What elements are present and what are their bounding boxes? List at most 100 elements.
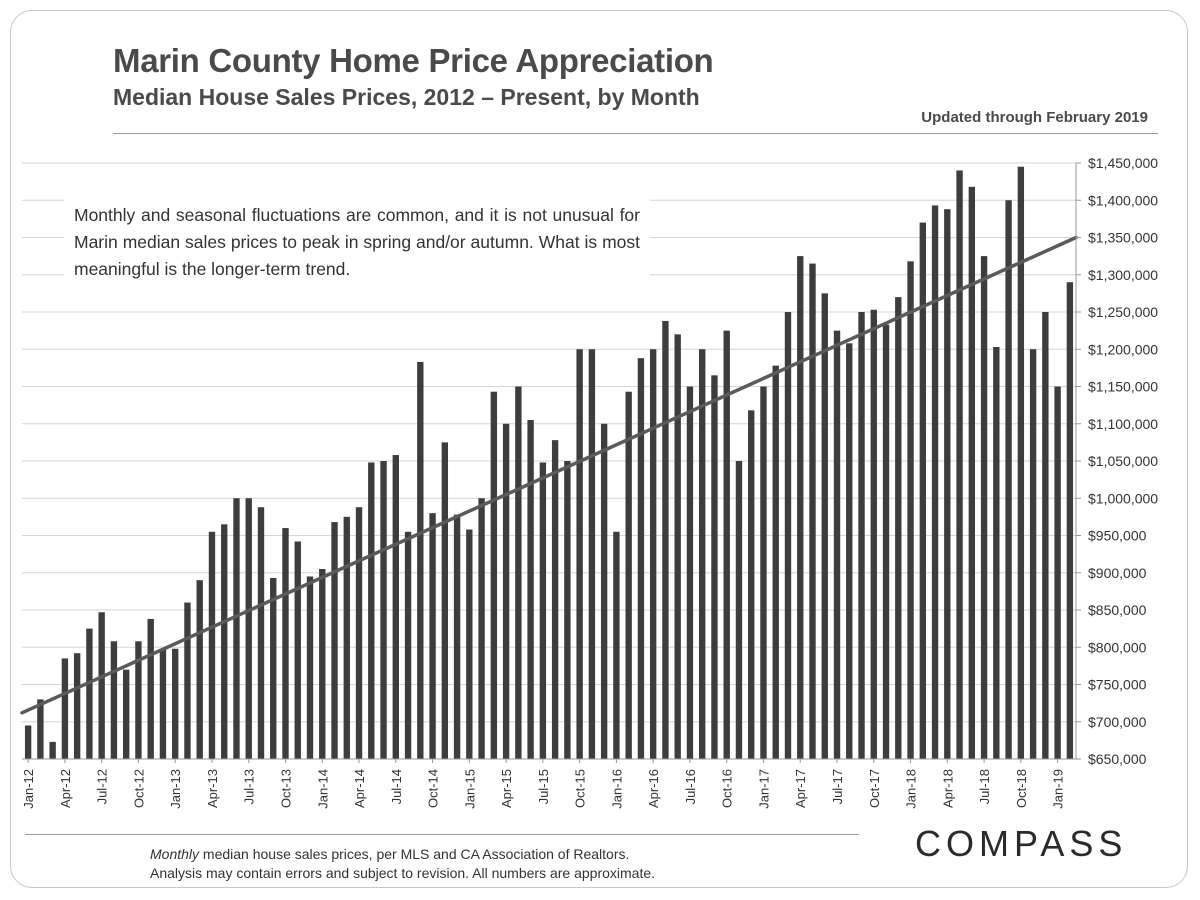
bar-Oct-14 xyxy=(429,513,436,759)
y-tick-label: $800,000 xyxy=(1088,639,1147,655)
x-tick-label: Jan-18 xyxy=(904,769,919,809)
bar-Sep-14 xyxy=(417,361,424,759)
bar-Feb-14 xyxy=(331,522,338,759)
x-tick-label: Oct-15 xyxy=(573,769,588,808)
x-tick-label: Apr-18 xyxy=(940,769,955,808)
x-tick-label: Oct-12 xyxy=(131,769,146,808)
bar-Nov-15 xyxy=(588,349,596,759)
bar-Jan-16 xyxy=(613,531,620,759)
bar-Jul-15 xyxy=(539,462,547,759)
bar-May-14 xyxy=(368,462,375,759)
bar-Jan-17 xyxy=(760,386,767,759)
slide-frame xyxy=(10,10,1188,888)
bar-Jun-14 xyxy=(380,461,387,759)
bar-Jun-13 xyxy=(233,498,240,759)
bar-Feb-17 xyxy=(772,365,779,759)
bar-May-15 xyxy=(515,386,522,759)
x-tick-label: Oct-16 xyxy=(720,769,735,808)
bar-Mar-18 xyxy=(931,205,939,760)
bar-Oct-18 xyxy=(1017,166,1025,760)
y-tick-label: $1,050,000 xyxy=(1088,453,1158,469)
bar-Apr-18 xyxy=(944,209,951,759)
bar-Mar-17 xyxy=(784,312,792,759)
x-tick-label: Oct-14 xyxy=(426,769,441,808)
y-tick-label: $900,000 xyxy=(1088,565,1147,581)
bar-Aug-16 xyxy=(699,349,706,759)
x-tick-label: Oct-17 xyxy=(867,769,882,808)
x-tick-label: Apr-12 xyxy=(58,769,73,808)
bar-Oct-17 xyxy=(870,309,877,759)
bar-Sep-15 xyxy=(564,461,571,759)
bar-Nov-16 xyxy=(735,461,743,759)
bars xyxy=(24,166,1074,760)
bar-Dec-15 xyxy=(600,423,608,759)
bar-Jul-16 xyxy=(686,386,694,759)
bar-Aug-17 xyxy=(846,343,853,759)
footnote-line-1: Monthly median house sales prices, per M… xyxy=(150,845,655,864)
compass-logo: COMPASS xyxy=(915,823,1128,864)
bar-Oct-15 xyxy=(576,349,583,759)
bar-Dec-18 xyxy=(1042,312,1049,759)
bar-Sep-18 xyxy=(1005,200,1012,759)
chart-subtitle: Median House Sales Prices, 2012 – Presen… xyxy=(113,84,700,110)
bar-Jun-18 xyxy=(968,186,976,760)
bar-Nov-13 xyxy=(294,541,301,759)
y-tick-label: $700,000 xyxy=(1088,714,1147,730)
bar-May-12 xyxy=(73,653,81,759)
y-tick-label: $1,450,000 xyxy=(1088,155,1158,171)
x-tick-label: Jan-17 xyxy=(756,769,771,809)
x-tick-label: Jan-19 xyxy=(1051,769,1066,809)
bar-Jul-17 xyxy=(833,330,841,759)
bar-May-13 xyxy=(221,524,228,759)
x-tick-label: Jan-16 xyxy=(609,769,624,809)
bar-Dec-14 xyxy=(453,514,461,759)
footer-divider xyxy=(25,834,859,835)
y-tick-label: $1,000,000 xyxy=(1088,490,1158,506)
bar-Jan-12 xyxy=(24,725,32,759)
bar-Oct-12 xyxy=(135,641,142,759)
bar-Oct-13 xyxy=(282,528,289,759)
y-tick-label: $950,000 xyxy=(1088,528,1147,544)
bar-Jun-16 xyxy=(674,334,681,759)
x-tick-label: Apr-17 xyxy=(793,769,808,808)
bar-Jun-17 xyxy=(821,293,828,759)
bar-May-17 xyxy=(809,263,816,759)
y-tick-label: $1,150,000 xyxy=(1088,379,1158,395)
bar-Aug-18 xyxy=(993,347,1000,759)
bar-Aug-12 xyxy=(110,641,118,759)
x-tick-label: Apr-13 xyxy=(205,769,220,808)
bar-Jun-12 xyxy=(86,628,93,759)
x-tick-label: Jul-13 xyxy=(242,769,257,804)
header-divider xyxy=(113,133,1158,134)
bar-Nov-12 xyxy=(147,618,154,759)
bar-Sep-12 xyxy=(122,669,130,759)
bar-Feb-13 xyxy=(184,602,191,759)
x-tick-label: Oct-13 xyxy=(279,769,294,808)
y-tick-label: $650,000 xyxy=(1088,751,1147,767)
x-tick-label: Jul-14 xyxy=(389,769,404,804)
x-tick-label: Jul-16 xyxy=(683,769,698,804)
bar-Dec-16 xyxy=(748,410,755,759)
x-tick-label: Apr-16 xyxy=(646,769,661,808)
bar-Aug-14 xyxy=(404,531,412,759)
y-tick-label: $750,000 xyxy=(1088,677,1147,693)
bar-Mar-12 xyxy=(49,741,56,759)
bar-Jul-18 xyxy=(980,256,988,759)
bar-Mar-16 xyxy=(637,358,645,759)
bar-Sep-16 xyxy=(711,375,718,759)
footnote-emphasis: Monthly xyxy=(150,846,200,862)
trendline xyxy=(20,235,1078,715)
axes: $650,000 $700,000 $750,000 $800,000 $850,000… xyxy=(21,155,1158,809)
y-tick-label: $850,000 xyxy=(1088,602,1147,618)
x-tick-label: Jul-12 xyxy=(95,769,110,804)
trendline-layer xyxy=(20,235,1078,715)
bar-Jan-14 xyxy=(319,569,326,759)
bar-Jan-19 xyxy=(1054,386,1061,759)
bar-Feb-18 xyxy=(919,222,926,760)
bar-May-16 xyxy=(662,320,669,759)
bar-Apr-16 xyxy=(649,349,657,759)
x-tick-label: Jul-18 xyxy=(977,769,992,804)
x-tick-label: Jan-13 xyxy=(168,769,183,809)
bar-Aug-13 xyxy=(257,507,265,759)
